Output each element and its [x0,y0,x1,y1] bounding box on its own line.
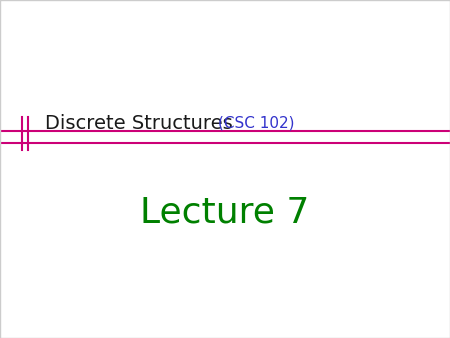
Text: Discrete Structures: Discrete Structures [45,114,233,133]
Text: (CSC 102): (CSC 102) [218,116,295,131]
Text: Lecture 7: Lecture 7 [140,196,310,230]
